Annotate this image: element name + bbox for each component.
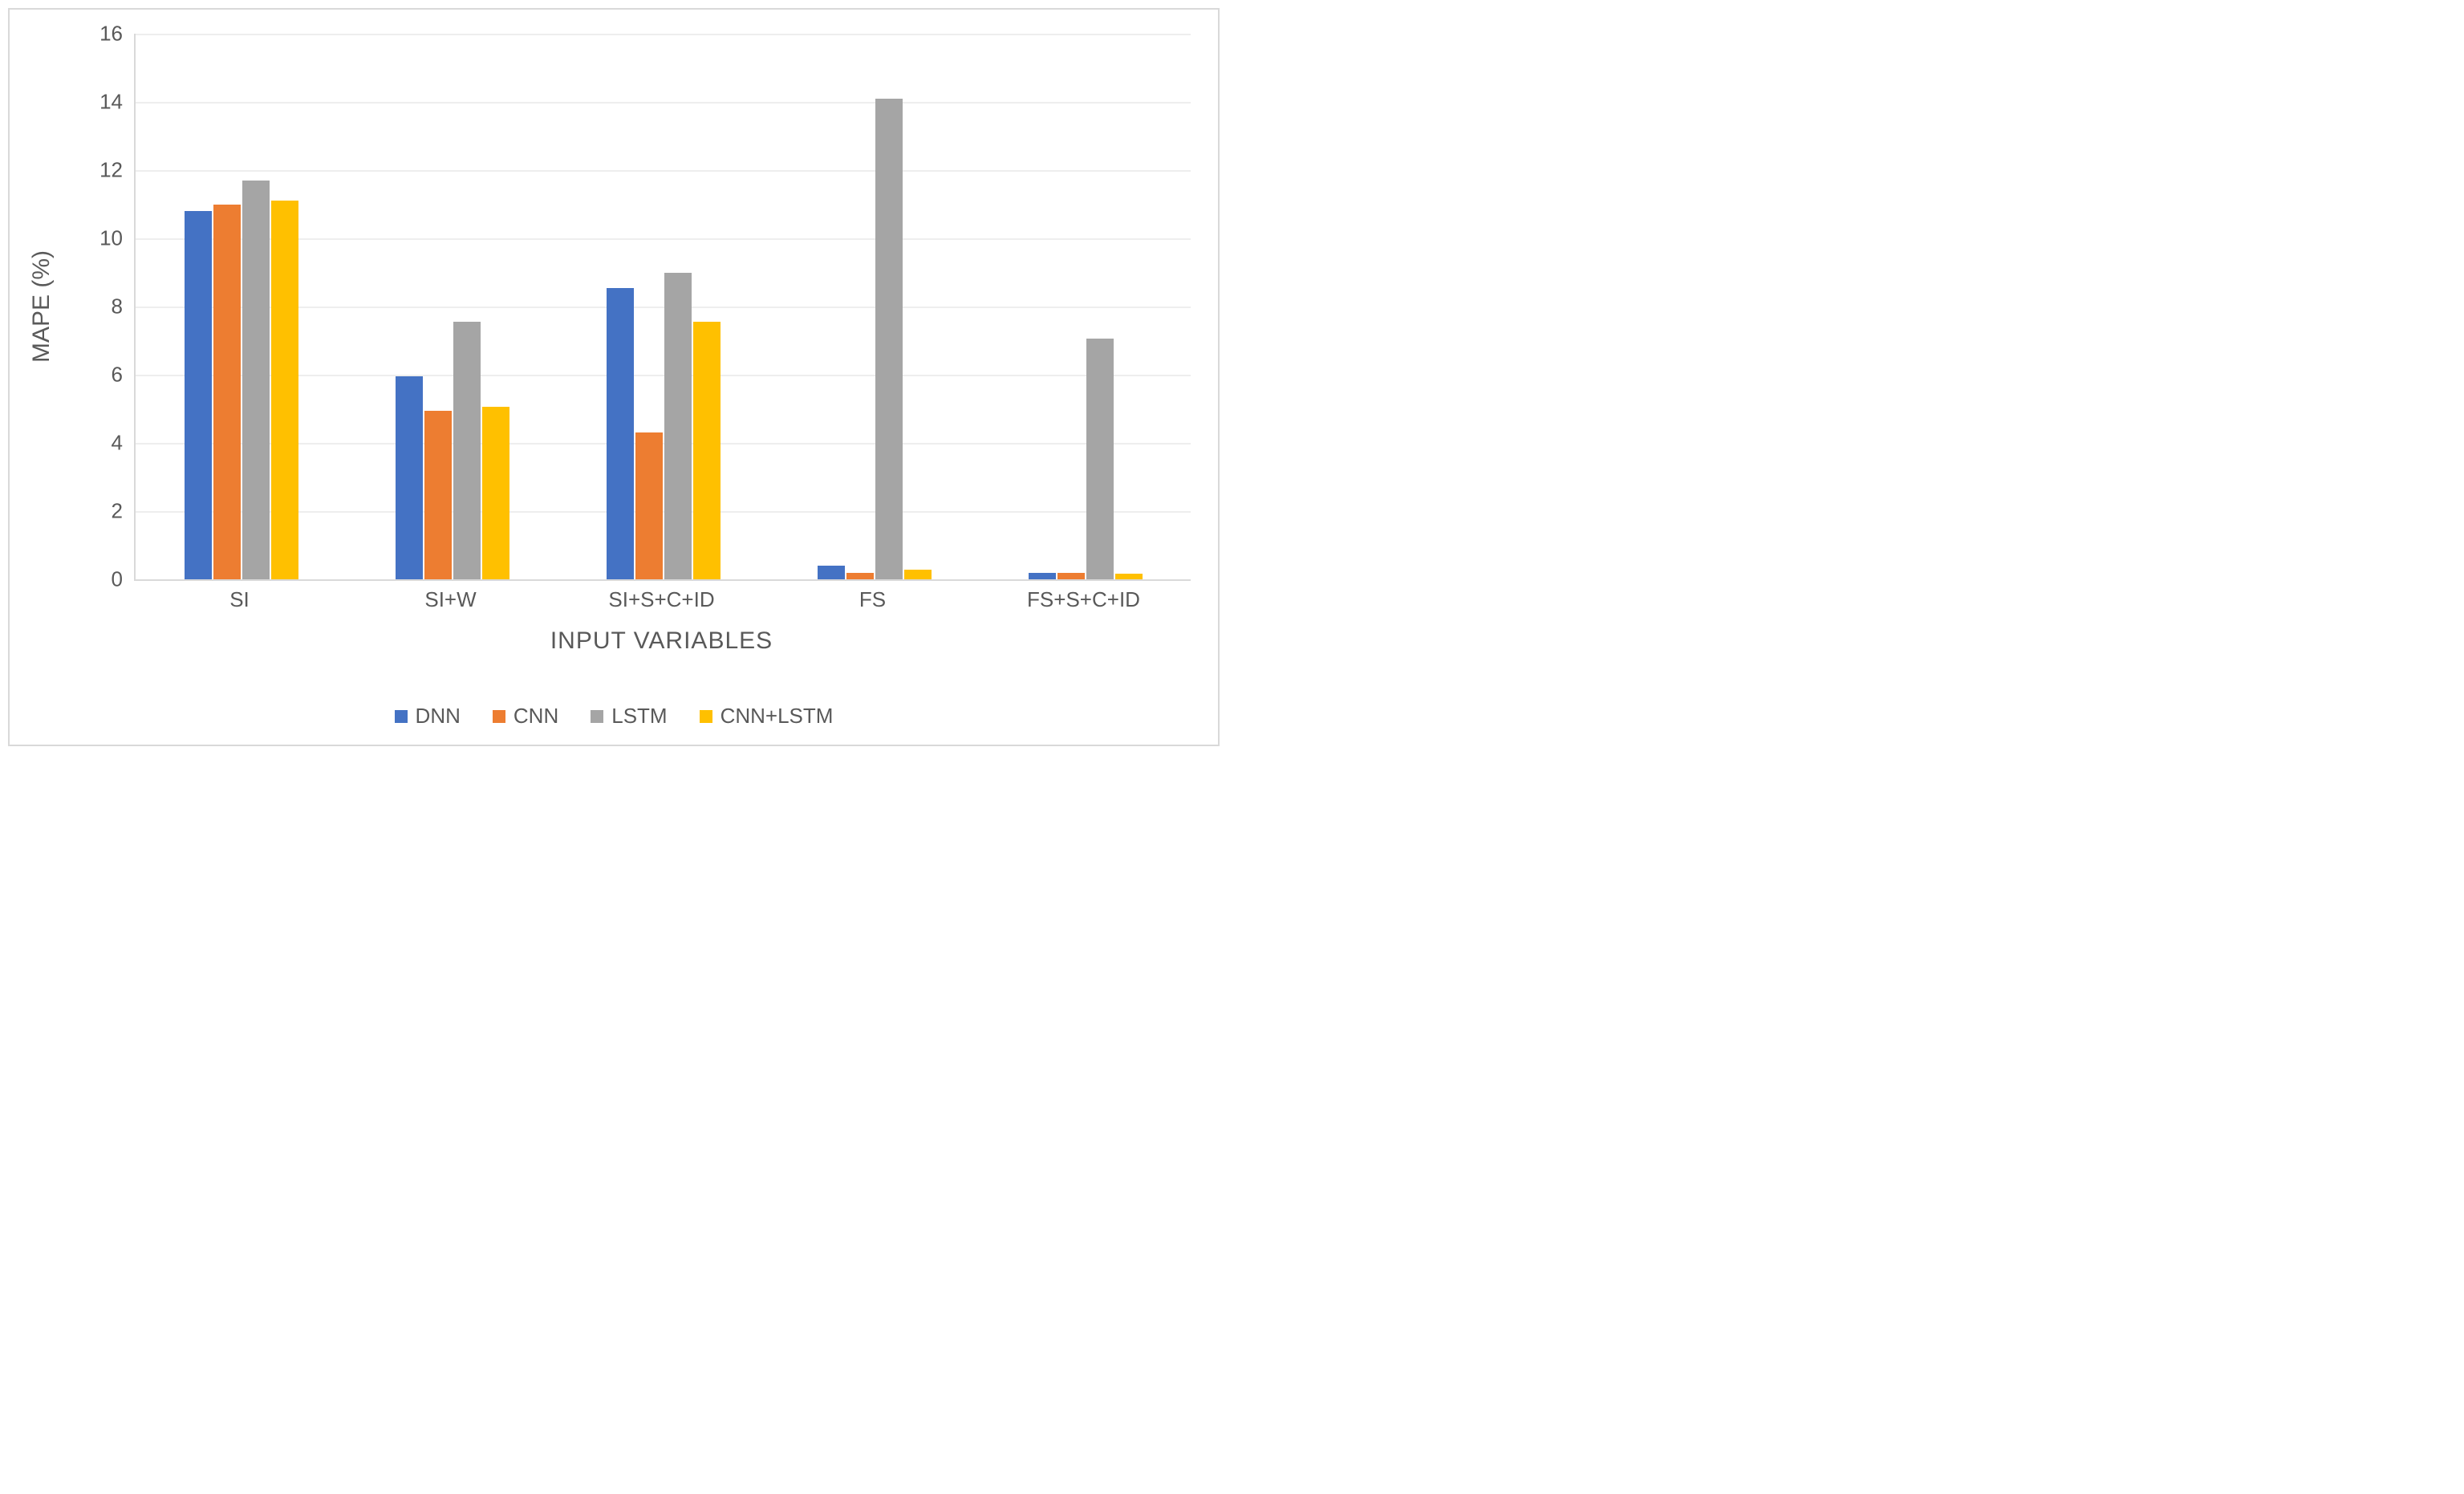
x-tick-label: FS+S+C+ID [1027,587,1140,612]
bar [396,376,423,579]
bar [242,181,270,579]
bar [213,205,241,580]
y-axis-title: MAPE (%) [28,250,55,363]
bar [1029,573,1056,579]
legend-swatch [591,710,603,723]
legend-item: DNN [395,704,461,729]
y-tick-label: 16 [75,22,123,47]
chart-frame: MAPE (%) INPUT VARIABLES DNN CNN LSTM CNN+L… [8,8,1220,746]
gridline [136,102,1191,104]
bar [846,573,874,579]
legend-label: DNN [416,704,461,729]
bar [693,322,721,579]
bar [664,273,692,580]
legend-swatch [493,710,505,723]
bar [1057,573,1085,579]
legend-item: CNN [493,704,558,729]
bar [1115,574,1143,579]
x-tick-label: FS [859,587,886,612]
bar [818,566,845,579]
x-tick-label: SI+S+C+ID [608,587,714,612]
bar [635,432,663,579]
y-tick-label: 4 [75,431,123,456]
bar [875,99,903,579]
legend-label: CNN [514,704,558,729]
legend-item: LSTM [591,704,667,729]
legend-swatch [395,710,408,723]
x-tick-label: SI [229,587,250,612]
y-tick-label: 0 [75,567,123,592]
bar [424,411,452,579]
plot-area [134,34,1191,581]
bar [607,288,634,579]
bar [453,322,481,579]
y-tick-label: 2 [75,499,123,524]
x-tick-label: SI+W [424,587,476,612]
bar [1086,339,1114,579]
legend-item: CNN+LSTM [700,704,834,729]
y-tick-label: 6 [75,363,123,388]
legend-label: CNN+LSTM [721,704,834,729]
y-tick-label: 8 [75,294,123,319]
legend: DNN CNN LSTM CNN+LSTM [10,704,1218,729]
bar [271,201,298,579]
y-tick-label: 12 [75,158,123,183]
gridline [136,34,1191,35]
gridline [136,170,1191,172]
bar [185,211,212,579]
y-tick-label: 14 [75,90,123,115]
legend-label: LSTM [611,704,667,729]
bar [482,407,509,579]
y-tick-label: 10 [75,226,123,251]
x-axis-title: INPUT VARIABLES [134,627,1189,655]
bar [904,570,932,579]
legend-swatch [700,710,712,723]
